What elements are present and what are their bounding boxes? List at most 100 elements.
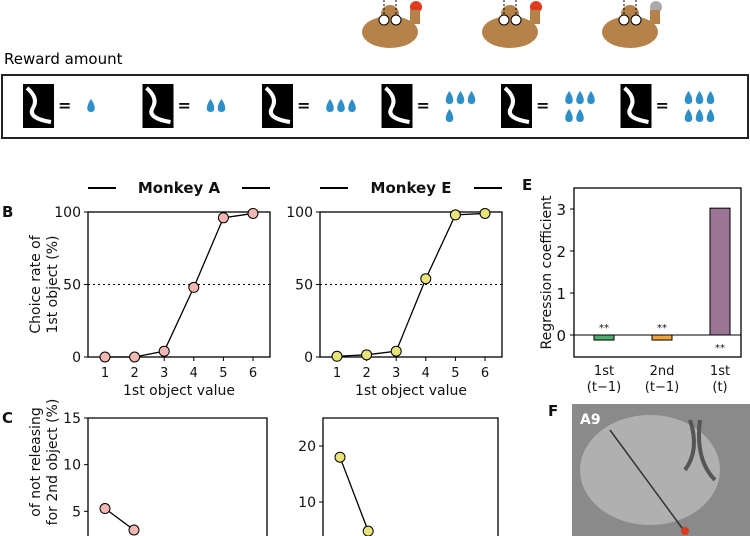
water-drop-icon	[565, 91, 573, 104]
significance-label: **	[657, 323, 667, 334]
water-drop-icon	[695, 91, 704, 104]
eye	[390, 14, 402, 26]
data-point	[99, 351, 111, 363]
bar	[651, 334, 673, 341]
y-tick-label: 15	[63, 411, 81, 427]
mri-brain-tissue	[580, 415, 720, 525]
water-drop-icon	[456, 91, 465, 104]
x-tick-label: 4	[190, 366, 198, 381]
water-drop-icon	[587, 91, 595, 104]
data-point	[247, 207, 259, 219]
water-drop-icon	[326, 99, 334, 112]
water-drop-icon	[684, 91, 693, 104]
monkey-hand	[410, 10, 420, 24]
eye	[630, 14, 642, 26]
equals-sign: =	[178, 96, 191, 115]
reward-title: Reward amount	[4, 50, 123, 68]
x-tick-label: 1st	[710, 364, 730, 379]
eye	[498, 14, 510, 26]
monkey-head	[602, 16, 658, 48]
water-drop-icon	[217, 99, 226, 112]
data-point	[334, 451, 346, 463]
x-tick-label: 4	[422, 366, 430, 381]
significance-label: **	[599, 323, 609, 334]
panel-label-c: C	[2, 409, 13, 427]
recording-site	[681, 527, 689, 535]
plot-frame	[87, 417, 268, 536]
data-point	[217, 212, 229, 224]
fractal-pattern	[384, 86, 410, 124]
eye	[378, 14, 390, 26]
y-tick-label: 100	[286, 205, 313, 221]
water-drop-icon	[576, 109, 584, 122]
data-point	[420, 273, 432, 285]
y-tick-label: 3	[556, 201, 566, 219]
x-tick-label: (t−1)	[645, 380, 679, 395]
panel-label-f: F	[548, 402, 558, 420]
data-point	[128, 524, 140, 536]
water-drop-icon	[695, 109, 704, 122]
chart-title: Monkey A	[138, 179, 221, 197]
fractal-pattern	[145, 86, 171, 124]
water-drop-icon	[445, 109, 454, 122]
x-tick-label: 6	[481, 366, 489, 381]
x-tick-label: 3	[392, 366, 400, 381]
data-point	[188, 281, 200, 293]
water-drop-icon	[467, 91, 476, 104]
x-tick-label: 1	[101, 366, 109, 381]
eye	[618, 14, 630, 26]
water-drop-icon	[337, 99, 345, 112]
monkey-head	[482, 16, 538, 48]
water-drop-icon	[348, 99, 356, 112]
data-point	[390, 345, 402, 357]
y-tick-label: 10	[298, 495, 316, 511]
series-line	[104, 508, 135, 531]
water-drop-icon	[445, 91, 454, 104]
y-tick-label: 5	[72, 504, 81, 520]
mri-sulcus	[683, 419, 717, 482]
water-drop-icon	[87, 99, 95, 112]
y-tick-label: 0	[72, 350, 81, 366]
y-tick-label: 50	[295, 278, 313, 294]
data-point	[449, 209, 461, 221]
x-tick-label: 2	[130, 366, 138, 381]
y-tick-label: 50	[63, 278, 81, 294]
monkey-hand	[530, 10, 540, 24]
water-drop-icon	[565, 109, 573, 122]
x-tick-label: 1	[333, 366, 341, 381]
data-point	[362, 525, 374, 536]
bar	[709, 207, 731, 336]
chart-title: Monkey E	[371, 179, 452, 197]
panel-label-e: E	[522, 176, 532, 194]
y-tick-label: 0	[304, 350, 313, 366]
data-point	[361, 349, 373, 361]
fractal-pattern	[264, 86, 291, 124]
water-drop-icon	[706, 91, 715, 104]
y-tick-label: 1	[556, 285, 566, 303]
series-line	[105, 212, 254, 358]
panel-label-b: B	[2, 203, 13, 221]
fractal-pattern	[623, 86, 649, 124]
y-tick-label: 20	[298, 439, 316, 455]
reward-box	[1, 74, 749, 139]
x-tick-label: 2	[362, 366, 370, 381]
fractal-pattern	[25, 86, 52, 124]
water-drop-icon	[206, 99, 215, 112]
x-tick-label: 5	[219, 366, 227, 381]
mri-label: A9	[580, 412, 601, 428]
y-tick-label: 2	[556, 243, 566, 261]
monkey-hand	[650, 10, 660, 24]
fractal-pattern	[503, 86, 530, 124]
y-tick-label: 0	[556, 327, 566, 345]
x-tick-label: (t−1)	[587, 380, 621, 395]
water-drop-icon	[576, 91, 584, 104]
y-axis-label: for 2nd object (%)	[45, 399, 61, 526]
plot-frame	[573, 187, 742, 358]
data-point	[158, 345, 170, 357]
equals-sign: =	[58, 96, 71, 115]
y-axis-label: Choice rate of	[28, 234, 44, 333]
equals-sign: =	[656, 96, 669, 115]
y-axis-label: Regression coefficient	[539, 195, 555, 350]
data-point	[331, 350, 343, 362]
